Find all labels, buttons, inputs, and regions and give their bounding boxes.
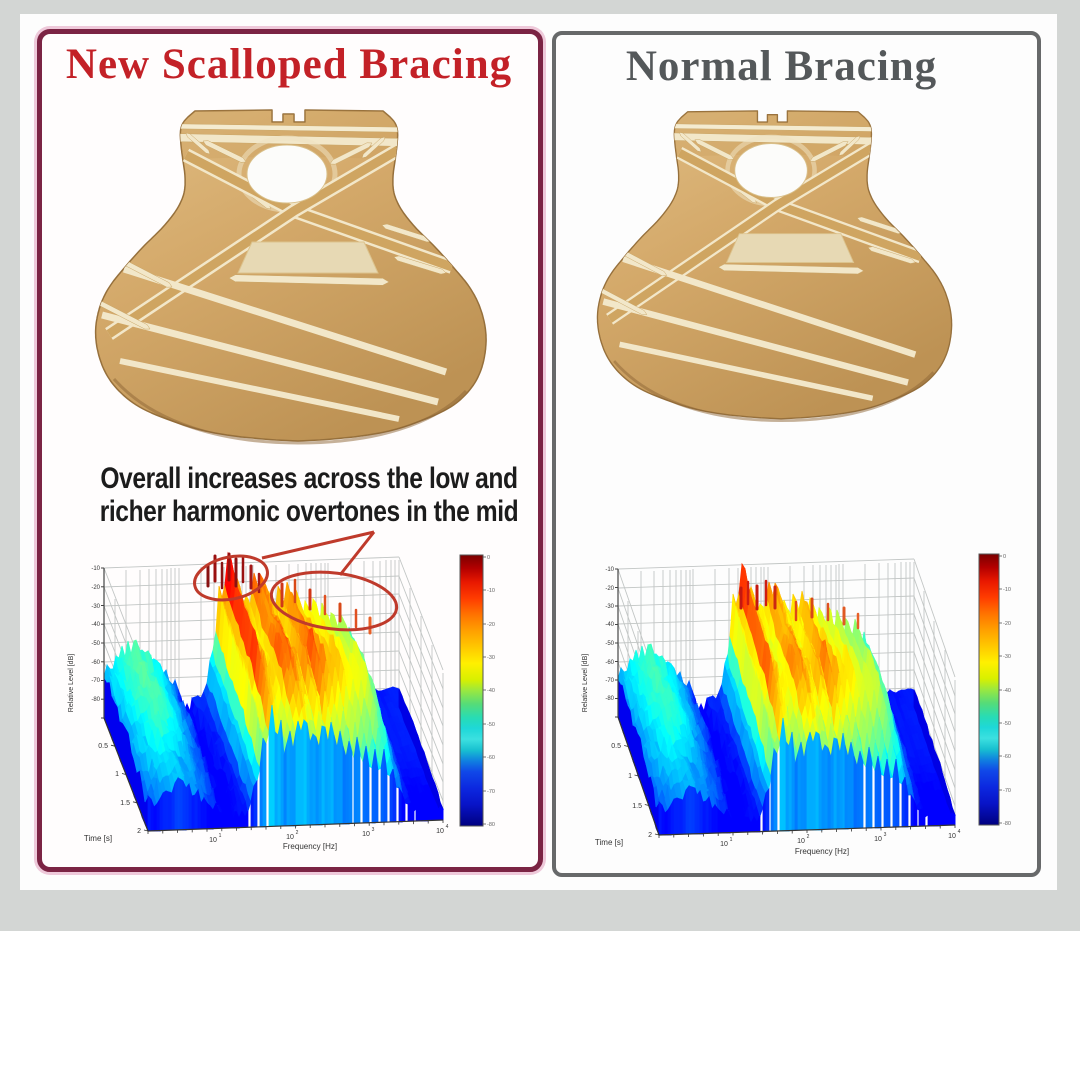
- svg-text:-10: -10: [1003, 587, 1011, 593]
- svg-text:2: 2: [648, 832, 652, 839]
- svg-text:1: 1: [730, 837, 733, 843]
- svg-text:1: 1: [628, 773, 632, 780]
- svg-text:10: 10: [286, 834, 294, 841]
- svg-text:Time [s]: Time [s]: [84, 834, 112, 843]
- svg-text:3: 3: [884, 832, 887, 838]
- svg-text:-50: -50: [605, 641, 614, 647]
- svg-text:-30: -30: [91, 604, 100, 610]
- svg-text:-60: -60: [605, 660, 614, 666]
- svg-text:-40: -40: [1003, 688, 1011, 694]
- svg-text:-20: -20: [91, 585, 100, 591]
- svg-text:0.5: 0.5: [98, 743, 108, 750]
- svg-text:-50: -50: [91, 641, 100, 647]
- svg-text:Frequency [Hz]: Frequency [Hz]: [795, 847, 849, 856]
- svg-text:1: 1: [115, 771, 119, 778]
- svg-text:Relative Level [dB]: Relative Level [dB]: [68, 654, 75, 712]
- svg-text:-30: -30: [1003, 654, 1011, 660]
- svg-text:-10: -10: [487, 588, 495, 594]
- svg-text:10: 10: [948, 833, 956, 840]
- svg-text:10: 10: [209, 837, 217, 844]
- svg-text:-80: -80: [1003, 821, 1011, 827]
- svg-text:10: 10: [797, 838, 805, 845]
- svg-text:-10: -10: [91, 566, 100, 572]
- svg-text:-20: -20: [487, 622, 495, 628]
- svg-text:10: 10: [362, 831, 370, 838]
- svg-text:0: 0: [487, 555, 490, 561]
- svg-text:1.5: 1.5: [120, 800, 130, 807]
- svg-text:3: 3: [372, 827, 375, 833]
- svg-text:-60: -60: [91, 660, 100, 666]
- svg-text:-80: -80: [605, 696, 614, 702]
- svg-text:2: 2: [296, 830, 299, 836]
- svg-text:Frequency [Hz]: Frequency [Hz]: [283, 842, 337, 851]
- svg-text:-70: -70: [605, 678, 614, 684]
- svg-text:-70: -70: [91, 678, 100, 684]
- svg-text:1: 1: [219, 833, 222, 839]
- svg-text:-10: -10: [605, 567, 614, 573]
- svg-text:-50: -50: [487, 722, 495, 728]
- svg-text:-50: -50: [1003, 721, 1011, 727]
- svg-text:0: 0: [1003, 554, 1006, 560]
- svg-text:-70: -70: [487, 789, 495, 795]
- svg-text:4: 4: [446, 824, 449, 830]
- svg-text:10: 10: [720, 841, 728, 848]
- svg-text:-40: -40: [91, 622, 100, 628]
- svg-text:2: 2: [807, 834, 810, 840]
- svg-text:0.5: 0.5: [611, 743, 621, 750]
- svg-text:1.5: 1.5: [632, 803, 642, 810]
- svg-text:-60: -60: [487, 755, 495, 761]
- svg-text:-40: -40: [605, 622, 614, 628]
- svg-text:4: 4: [958, 829, 961, 835]
- svg-text:-20: -20: [1003, 621, 1011, 627]
- svg-text:10: 10: [436, 828, 444, 835]
- svg-text:2: 2: [137, 828, 141, 835]
- svg-text:-60: -60: [1003, 754, 1011, 760]
- svg-text:Relative Level [dB]: Relative Level [dB]: [582, 654, 589, 712]
- svg-text:-20: -20: [605, 586, 614, 592]
- svg-text:Time [s]: Time [s]: [595, 838, 623, 847]
- svg-text:-80: -80: [487, 822, 495, 828]
- svg-text:-30: -30: [487, 655, 495, 661]
- svg-text:-40: -40: [487, 688, 495, 694]
- svg-text:-30: -30: [605, 604, 614, 610]
- svg-text:-70: -70: [1003, 788, 1011, 794]
- svg-text:10: 10: [874, 836, 882, 843]
- svg-text:-80: -80: [91, 697, 100, 703]
